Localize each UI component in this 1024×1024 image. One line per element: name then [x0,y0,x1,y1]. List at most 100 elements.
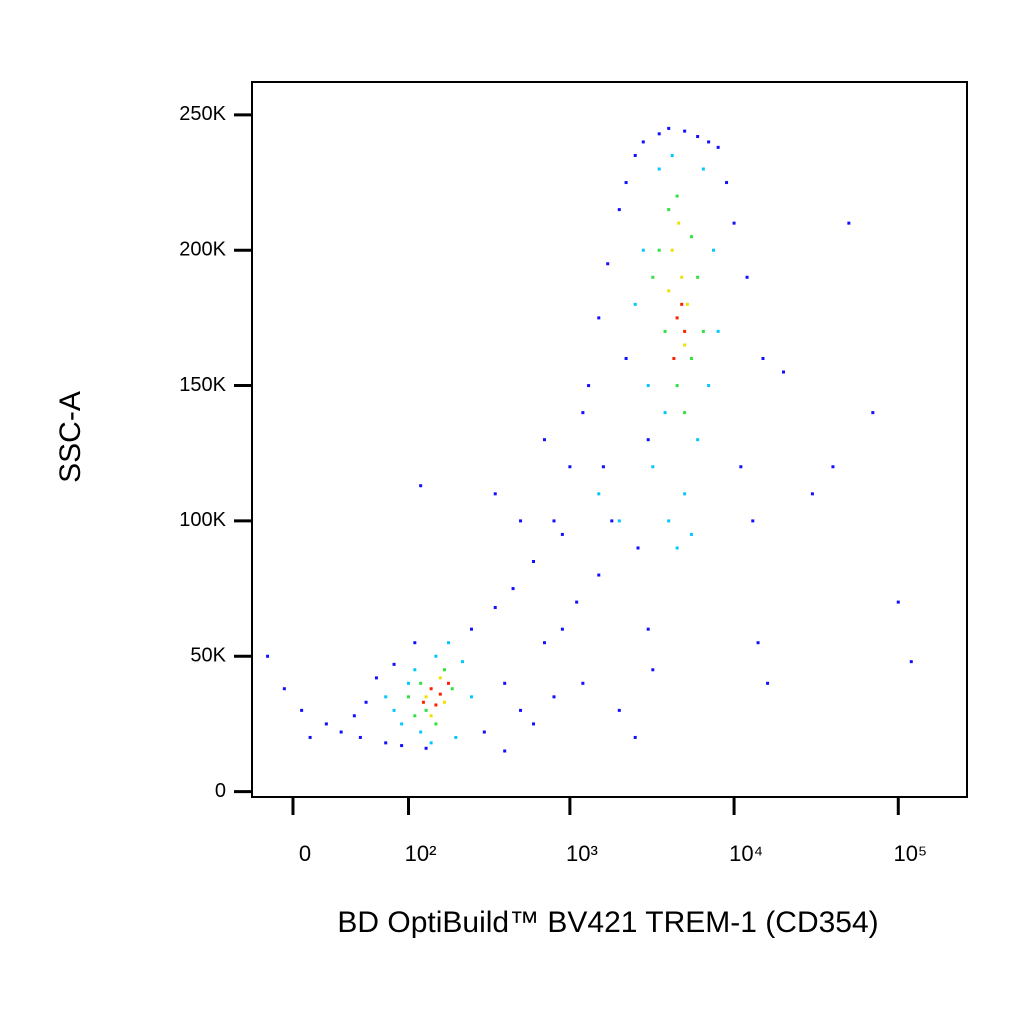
point [400,744,404,748]
point [739,465,743,469]
point [646,627,650,631]
point [560,627,564,631]
point [542,438,546,442]
point [646,438,650,442]
point [400,722,404,726]
point [716,329,720,333]
point [766,681,770,685]
point [434,703,438,707]
point [663,329,667,333]
point [446,681,450,685]
point [675,384,679,388]
y-tick-label: 0 [215,780,226,802]
point [677,221,681,225]
point [324,722,328,726]
point [392,708,396,712]
point [421,700,425,704]
point [896,600,900,604]
point [282,687,286,691]
y-tick-label: 200K [179,238,226,260]
point [450,687,454,691]
points [266,126,913,753]
point [429,741,433,745]
point [696,275,700,279]
point [482,730,486,734]
point [683,129,687,133]
x-tick-label: 0 [299,841,311,866]
point [424,695,428,699]
point [683,329,687,333]
point [308,735,312,739]
point [434,654,438,658]
point [751,519,755,523]
point [781,370,785,374]
point [657,248,661,252]
point [667,208,671,212]
point [641,140,645,144]
point [443,668,447,672]
point [493,492,497,496]
point [446,641,450,645]
point [667,126,671,130]
point [651,275,655,279]
point [667,519,671,523]
point [575,600,579,604]
point [633,735,637,739]
point [560,532,564,536]
point [756,641,760,645]
point [624,181,628,185]
point [641,248,645,252]
point [716,145,720,149]
point [438,676,442,680]
point [469,627,473,631]
point [633,302,637,306]
point [707,384,711,388]
point [493,606,497,610]
point [689,356,693,360]
point [624,356,628,360]
point [745,275,749,279]
point [413,641,417,645]
point [871,411,875,415]
point [617,208,621,212]
point [675,194,679,198]
point [413,668,417,672]
point [651,465,655,469]
point [358,735,362,739]
point [406,681,410,685]
point [443,700,447,704]
point [352,714,356,718]
point [685,302,689,306]
point [460,660,464,664]
point [633,153,637,157]
point [847,221,851,225]
point [701,167,705,171]
point [419,681,423,685]
y-tick-label: 100K [179,509,226,531]
point [670,248,674,252]
point [511,587,515,591]
point [712,248,716,252]
point [419,730,423,734]
point [701,329,705,333]
point [683,411,687,415]
point [581,411,585,415]
point [552,695,556,699]
point [503,681,507,685]
point [266,654,270,658]
point [384,741,388,745]
point [568,465,572,469]
point [300,708,304,712]
point [680,275,684,279]
x-tick-label: 10⁵ [893,841,927,866]
point [552,519,556,523]
point [434,722,438,726]
point [651,668,655,672]
point [364,700,368,704]
point [424,746,428,750]
point [597,316,601,320]
y-axis-label: SSC-A [54,391,87,483]
point [519,708,523,712]
point [761,356,765,360]
point [429,714,433,718]
